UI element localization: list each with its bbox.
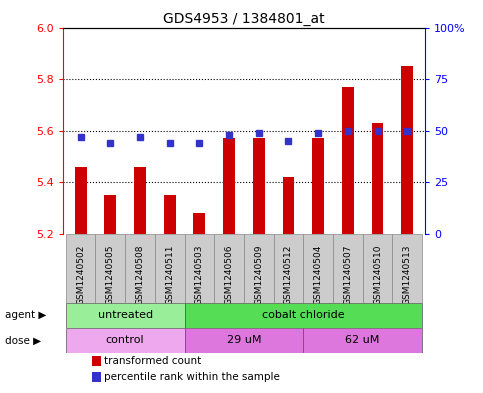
Text: GSM1240508: GSM1240508	[136, 244, 144, 305]
Text: dose ▶: dose ▶	[5, 336, 41, 345]
Bar	[134, 167, 146, 234]
Text: cobalt chloride: cobalt chloride	[262, 310, 344, 320]
Bar	[363, 234, 392, 303]
Bar	[66, 303, 185, 328]
Bar	[66, 234, 96, 303]
Text: 29 uM: 29 uM	[227, 336, 261, 345]
Bar	[185, 234, 214, 303]
Bar	[75, 167, 86, 234]
Text: GSM1240511: GSM1240511	[165, 244, 174, 305]
Text: control: control	[106, 336, 144, 345]
Bar	[92, 372, 101, 382]
Text: GSM1240507: GSM1240507	[343, 244, 352, 305]
Bar	[223, 138, 235, 234]
Bar	[193, 213, 205, 234]
Text: GSM1240503: GSM1240503	[195, 244, 204, 305]
Bar	[342, 87, 354, 234]
Text: GSM1240509: GSM1240509	[254, 244, 263, 305]
Bar	[303, 328, 422, 353]
Bar	[125, 234, 155, 303]
Text: transformed count: transformed count	[104, 356, 202, 366]
Bar	[104, 195, 116, 234]
Text: 62 uM: 62 uM	[345, 336, 380, 345]
Bar	[185, 303, 422, 328]
Text: GSM1240510: GSM1240510	[373, 244, 382, 305]
Bar	[185, 328, 303, 353]
Text: GSM1240504: GSM1240504	[313, 244, 323, 305]
Bar	[66, 328, 185, 353]
Bar	[392, 234, 422, 303]
Text: agent ▶: agent ▶	[5, 310, 46, 320]
Text: percentile rank within the sample: percentile rank within the sample	[104, 372, 280, 382]
Bar	[273, 234, 303, 303]
Text: untreated: untreated	[98, 310, 153, 320]
Title: GDS4953 / 1384801_at: GDS4953 / 1384801_at	[163, 13, 325, 26]
Bar	[253, 138, 265, 234]
Bar	[303, 234, 333, 303]
Bar	[283, 177, 295, 234]
Text: GSM1240502: GSM1240502	[76, 244, 85, 305]
Bar	[214, 234, 244, 303]
Bar	[401, 66, 413, 234]
Text: GSM1240513: GSM1240513	[403, 244, 412, 305]
Bar	[244, 234, 273, 303]
Bar	[96, 234, 125, 303]
Bar	[371, 123, 384, 234]
Bar	[92, 356, 101, 366]
Text: GSM1240512: GSM1240512	[284, 244, 293, 305]
Bar	[155, 234, 185, 303]
Text: GSM1240505: GSM1240505	[106, 244, 115, 305]
Bar	[333, 234, 363, 303]
Bar	[164, 195, 176, 234]
Bar	[312, 138, 324, 234]
Text: GSM1240506: GSM1240506	[225, 244, 234, 305]
